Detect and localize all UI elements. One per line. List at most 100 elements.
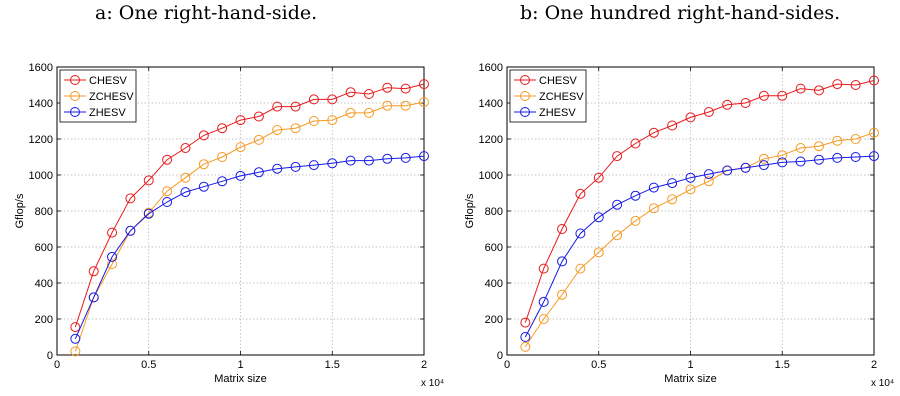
data-point-chesv — [253, 111, 264, 122]
data-point-chesv — [400, 83, 411, 94]
data-point-zchesv — [327, 115, 338, 126]
y-axis-label: Gflop/s — [464, 193, 476, 228]
data-point-zhesv — [593, 212, 604, 223]
data-point-zchesv — [107, 259, 118, 270]
data-point-chesv — [685, 112, 696, 123]
x-axis-label: Matrix size — [664, 373, 717, 385]
y-tick-label: 1400 — [29, 98, 53, 110]
y-tick-label: 400 — [485, 278, 503, 290]
data-point-chesv — [88, 266, 99, 277]
data-point-zhesv — [345, 155, 356, 166]
x-tick-label: 1 — [687, 359, 693, 371]
data-point-zhesv — [382, 153, 393, 164]
data-point-chesv — [722, 99, 733, 110]
y-tick-label: 0 — [47, 350, 53, 362]
data-point-zchesv — [869, 127, 879, 138]
legend-label-zchesv: ZCHESV — [89, 91, 134, 103]
data-point-chesv — [125, 193, 136, 204]
data-point-zchesv — [235, 142, 246, 153]
data-point-zchesv — [308, 116, 319, 126]
data-point-chesv — [795, 83, 806, 94]
data-point-chesv — [327, 94, 338, 105]
data-point-zhesv — [363, 155, 374, 166]
data-point-zchesv — [593, 247, 604, 258]
data-point-zchesv — [272, 125, 283, 135]
data-point-zchesv — [419, 97, 429, 108]
x-tick-label: 1 — [237, 359, 243, 371]
data-point-zchesv — [162, 186, 173, 197]
data-point-zchesv — [217, 152, 228, 162]
x-axis-multiplier: x 10⁴ — [871, 378, 894, 389]
data-point-chesv — [703, 107, 714, 117]
x-axis-multiplier: x 10⁴ — [421, 378, 444, 389]
data-point-chesv — [538, 263, 549, 274]
data-point-zhesv — [612, 199, 623, 210]
data-point-chesv — [648, 127, 659, 138]
caption-b: b: One hundred right-hand-sides. — [520, 2, 841, 24]
data-point-zchesv — [703, 176, 714, 187]
data-point-zhesv — [125, 225, 136, 236]
legend-marker-chesv — [520, 75, 530, 85]
data-point-chesv — [272, 101, 283, 112]
data-point-zchesv — [648, 203, 659, 214]
y-tick-label: 1200 — [29, 134, 53, 146]
data-point-zhesv — [162, 197, 173, 207]
data-point-zhesv — [217, 176, 228, 187]
data-point-chesv — [612, 151, 623, 162]
x-tick-label: 1.5 — [325, 359, 340, 371]
data-point-chesv — [850, 80, 861, 90]
legend-marker-zchesv — [520, 91, 530, 101]
chart-b: 0 0.5 1 1.5 2 0 200 400 600 800 1000 1200 1400 1600 Ma… — [464, 62, 894, 389]
data-point-zchesv — [667, 194, 678, 205]
data-point-zhesv — [400, 152, 411, 163]
data-point-zhesv — [667, 178, 678, 189]
data-point-chesv — [593, 172, 604, 183]
data-point-chesv — [345, 87, 356, 98]
data-point-zchesv — [198, 159, 209, 170]
data-point-zhesv — [538, 296, 549, 307]
data-point-zchesv — [685, 184, 696, 195]
data-point-chesv — [520, 317, 531, 328]
x-tick-label: 0 — [504, 359, 510, 371]
data-point-zchesv — [180, 172, 191, 183]
data-point-zhesv — [813, 154, 824, 165]
data-point-zhesv — [777, 157, 788, 168]
data-point-chesv — [832, 79, 843, 90]
data-point-zhesv — [630, 190, 641, 201]
data-point-zchesv — [382, 100, 393, 111]
data-point-chesv — [777, 90, 788, 101]
legend-marker-zchesv — [70, 91, 80, 101]
data-point-zhesv — [327, 158, 338, 169]
y-tick-label: 200 — [35, 314, 53, 326]
data-point-chesv — [70, 322, 81, 333]
legend-label-zhesv: ZHESV — [539, 107, 576, 119]
legend-label-chesv: CHESV — [539, 75, 578, 87]
data-point-zhesv — [235, 170, 246, 181]
y-tick-label: 1200 — [479, 134, 503, 146]
caption-a: a: One right-hand-side. — [95, 2, 318, 24]
x-axis-label: Matrix size — [214, 373, 267, 385]
data-point-chesv — [557, 224, 568, 234]
y-tick-label: 1400 — [479, 98, 503, 110]
x-tick-label: 2 — [421, 359, 427, 371]
legend-marker-chesv — [70, 75, 80, 85]
data-point-chesv — [630, 138, 641, 149]
y-tick-label: 1000 — [479, 170, 503, 182]
data-point-zchesv — [795, 143, 806, 153]
data-point-zhesv — [88, 292, 99, 303]
data-point-zhesv — [272, 163, 283, 174]
data-point-zhesv — [70, 333, 81, 344]
data-point-zchesv — [630, 215, 641, 226]
legend-label-chesv: CHESV — [89, 75, 128, 87]
x-tick-label: 1.5 — [775, 359, 790, 371]
data-point-chesv — [667, 120, 678, 131]
data-point-zchesv — [363, 107, 374, 118]
data-point-zhesv — [795, 156, 806, 167]
legend-marker-zhesv — [70, 107, 80, 117]
y-tick-label: 0 — [497, 350, 503, 362]
data-point-zhesv — [520, 332, 531, 342]
data-point-zhesv — [557, 256, 568, 267]
legend-label-zchesv: ZCHESV — [539, 91, 584, 103]
data-point-zchesv — [850, 134, 861, 144]
data-point-chesv — [758, 90, 769, 101]
